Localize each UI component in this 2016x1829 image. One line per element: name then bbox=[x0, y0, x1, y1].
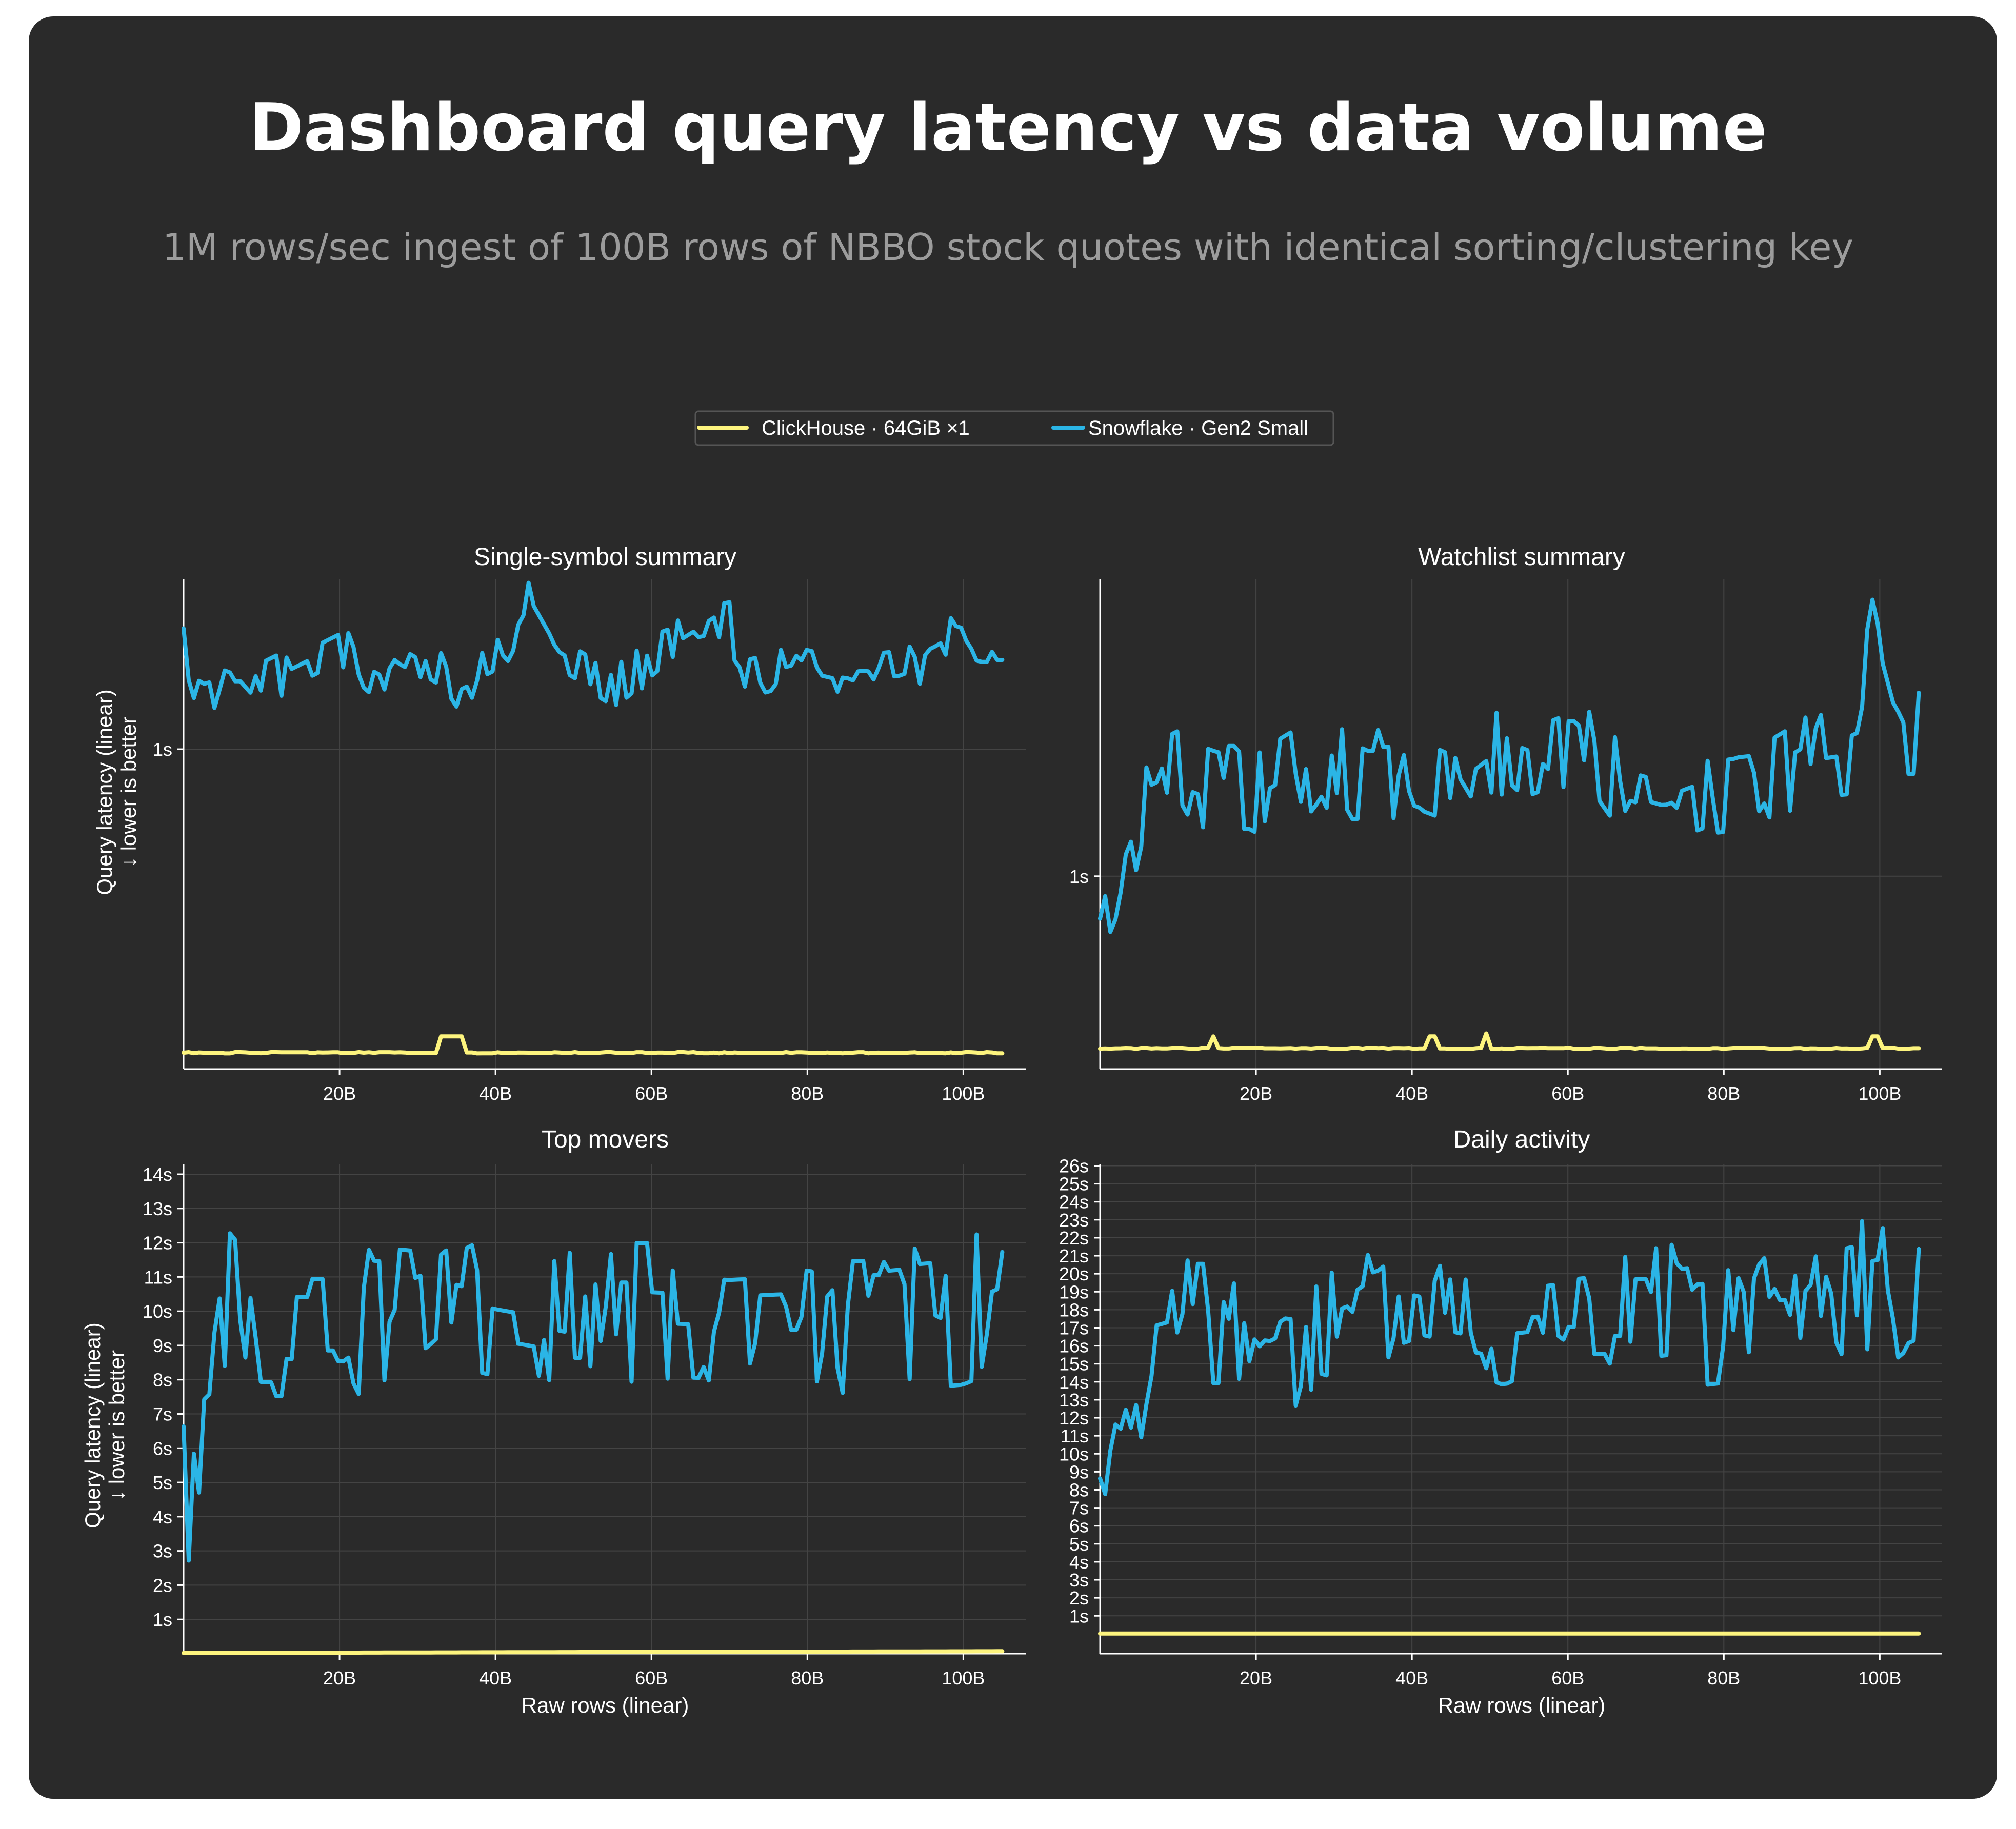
x-tick-label: 20B bbox=[323, 1667, 356, 1689]
y-tick-label: 4s bbox=[153, 1506, 172, 1527]
y-tick-label: 8s bbox=[1069, 1479, 1089, 1500]
series-line-snowflake bbox=[182, 1231, 1005, 1563]
y-tick-label: 21s bbox=[1059, 1245, 1089, 1267]
x-tick-label: 80B bbox=[791, 1083, 824, 1104]
panel-title: Single-symbol summary bbox=[474, 544, 736, 571]
panel-title: Watchlist summary bbox=[1418, 544, 1625, 571]
y-tick-label: 6s bbox=[153, 1438, 172, 1459]
y-tick-label: 3s bbox=[1069, 1570, 1089, 1591]
x-tick-label: 80B bbox=[1707, 1083, 1740, 1104]
x-tick-label: 20B bbox=[1240, 1083, 1272, 1104]
panel-daily-activity: Daily activity Raw rows (linear) 20B 40B 6… bbox=[1059, 1126, 1942, 1717]
y-axis-label-note: ↓ lower is better bbox=[105, 1350, 129, 1501]
series-line-snowflake bbox=[1098, 597, 1921, 934]
x-axis-label: Raw rows (linear) bbox=[522, 1693, 689, 1717]
x-tick-label: 60B bbox=[1551, 1083, 1584, 1104]
y-tick-label: 19s bbox=[1059, 1281, 1089, 1302]
panel-title: Daily activity bbox=[1453, 1126, 1590, 1153]
x-tick-label: 60B bbox=[635, 1083, 668, 1104]
y-tick-label: 23s bbox=[1059, 1210, 1089, 1231]
y-tick-label: 2s bbox=[1069, 1587, 1089, 1609]
x-tick-label: 100B bbox=[942, 1083, 985, 1104]
y-tick-label: 26s bbox=[1059, 1156, 1089, 1177]
x-tick-label: 100B bbox=[1858, 1083, 1901, 1104]
x-tick-label: 20B bbox=[323, 1083, 356, 1104]
y-axis-label-note: ↓ lower is better bbox=[116, 717, 141, 868]
x-tick-label: 80B bbox=[1707, 1667, 1740, 1689]
y-tick-label: 6s bbox=[1069, 1516, 1089, 1537]
y-tick-label: 18s bbox=[1059, 1299, 1089, 1320]
x-tick-label: 100B bbox=[1858, 1667, 1901, 1689]
panel-watchlist-summary: Watchlist summary 20B 40B 60B 80B 100B 1s bbox=[1069, 544, 1942, 1104]
y-tick-label: 24s bbox=[1059, 1192, 1089, 1213]
y-tick-label: 13s bbox=[1059, 1390, 1089, 1411]
y-tick-label: 8s bbox=[153, 1370, 172, 1391]
chart-title: Dashboard query latency vs data volume bbox=[249, 90, 1767, 166]
y-tick-label: 1s bbox=[1069, 866, 1089, 887]
y-tick-label: 16s bbox=[1059, 1336, 1089, 1357]
y-axis-label: Query latency (linear) bbox=[81, 1322, 105, 1528]
legend-box bbox=[694, 410, 1334, 446]
y-tick-label: 1s bbox=[153, 739, 172, 760]
legend-label-snowflake: Snowflake · Gen2 Small bbox=[1088, 417, 1308, 439]
y-tick-label: 11s bbox=[1061, 1425, 1089, 1446]
series-line-clickhouse bbox=[182, 1649, 1005, 1655]
y-tick-label: 9s bbox=[1069, 1461, 1089, 1482]
y-tick-label: 12s bbox=[1059, 1408, 1089, 1429]
x-tick-label: 80B bbox=[791, 1667, 824, 1689]
y-tick-label: 22s bbox=[1059, 1228, 1089, 1249]
y-tick-label: 1s bbox=[1069, 1605, 1089, 1626]
y-tick-label: 1s bbox=[153, 1609, 172, 1630]
x-tick-label: 40B bbox=[1395, 1083, 1428, 1104]
x-tick-label: 40B bbox=[1395, 1667, 1428, 1689]
y-tick-label: 11s bbox=[144, 1267, 172, 1288]
y-tick-label: 15s bbox=[1059, 1354, 1089, 1375]
y-axis-label: Query latency (linear) bbox=[92, 689, 116, 895]
y-tick-label: 4s bbox=[1069, 1552, 1089, 1573]
panel-single-symbol-summary: Single-symbol summary Query latency (lin… bbox=[92, 544, 1026, 1104]
series-line-snowflake bbox=[1098, 1219, 1921, 1496]
series-line-clickhouse bbox=[1098, 1031, 1921, 1051]
x-tick-label: 40B bbox=[479, 1083, 512, 1104]
x-tick-label: 100B bbox=[942, 1667, 985, 1689]
y-tick-label: 9s bbox=[153, 1335, 172, 1356]
y-tick-label: 13s bbox=[143, 1198, 172, 1219]
y-tick-label: 25s bbox=[1059, 1174, 1089, 1195]
y-tick-label: 14s bbox=[143, 1164, 172, 1185]
y-tick-label: 14s bbox=[1059, 1372, 1089, 1393]
legend: ClickHouse · 64GiB ×1 Snowflake · Gen2 S… bbox=[694, 410, 1334, 446]
y-tick-label: 7s bbox=[153, 1404, 172, 1425]
y-tick-label: 7s bbox=[1069, 1498, 1089, 1519]
y-tick-label: 17s bbox=[1059, 1318, 1089, 1339]
y-tick-label: 3s bbox=[153, 1541, 172, 1562]
x-tick-label: 60B bbox=[1551, 1667, 1584, 1689]
y-tick-label: 10s bbox=[1059, 1443, 1089, 1464]
x-tick-label: 20B bbox=[1240, 1667, 1272, 1689]
legend-label-clickhouse: ClickHouse · 64GiB ×1 bbox=[762, 417, 970, 439]
y-tick-label: 2s bbox=[153, 1575, 172, 1596]
chart-subtitle: 1M rows/sec ingest of 100B rows of NBBO … bbox=[162, 226, 1854, 269]
series-line-clickhouse bbox=[182, 1034, 1005, 1056]
panel-top-movers: Top movers Query latency (linear) ↓ lowe… bbox=[81, 1126, 1026, 1717]
x-tick-label: 40B bbox=[479, 1667, 512, 1689]
chart-card bbox=[29, 16, 1997, 1799]
x-axis-label: Raw rows (linear) bbox=[1438, 1693, 1606, 1717]
y-tick-label: 10s bbox=[143, 1301, 172, 1322]
panel-title: Top movers bbox=[542, 1126, 669, 1153]
y-tick-label: 20s bbox=[1059, 1263, 1089, 1284]
y-tick-label: 5s bbox=[1069, 1534, 1089, 1555]
y-tick-label: 5s bbox=[153, 1472, 172, 1493]
x-tick-label: 60B bbox=[635, 1667, 668, 1689]
y-tick-label: 12s bbox=[143, 1233, 172, 1254]
series-line-snowflake bbox=[182, 580, 1005, 710]
